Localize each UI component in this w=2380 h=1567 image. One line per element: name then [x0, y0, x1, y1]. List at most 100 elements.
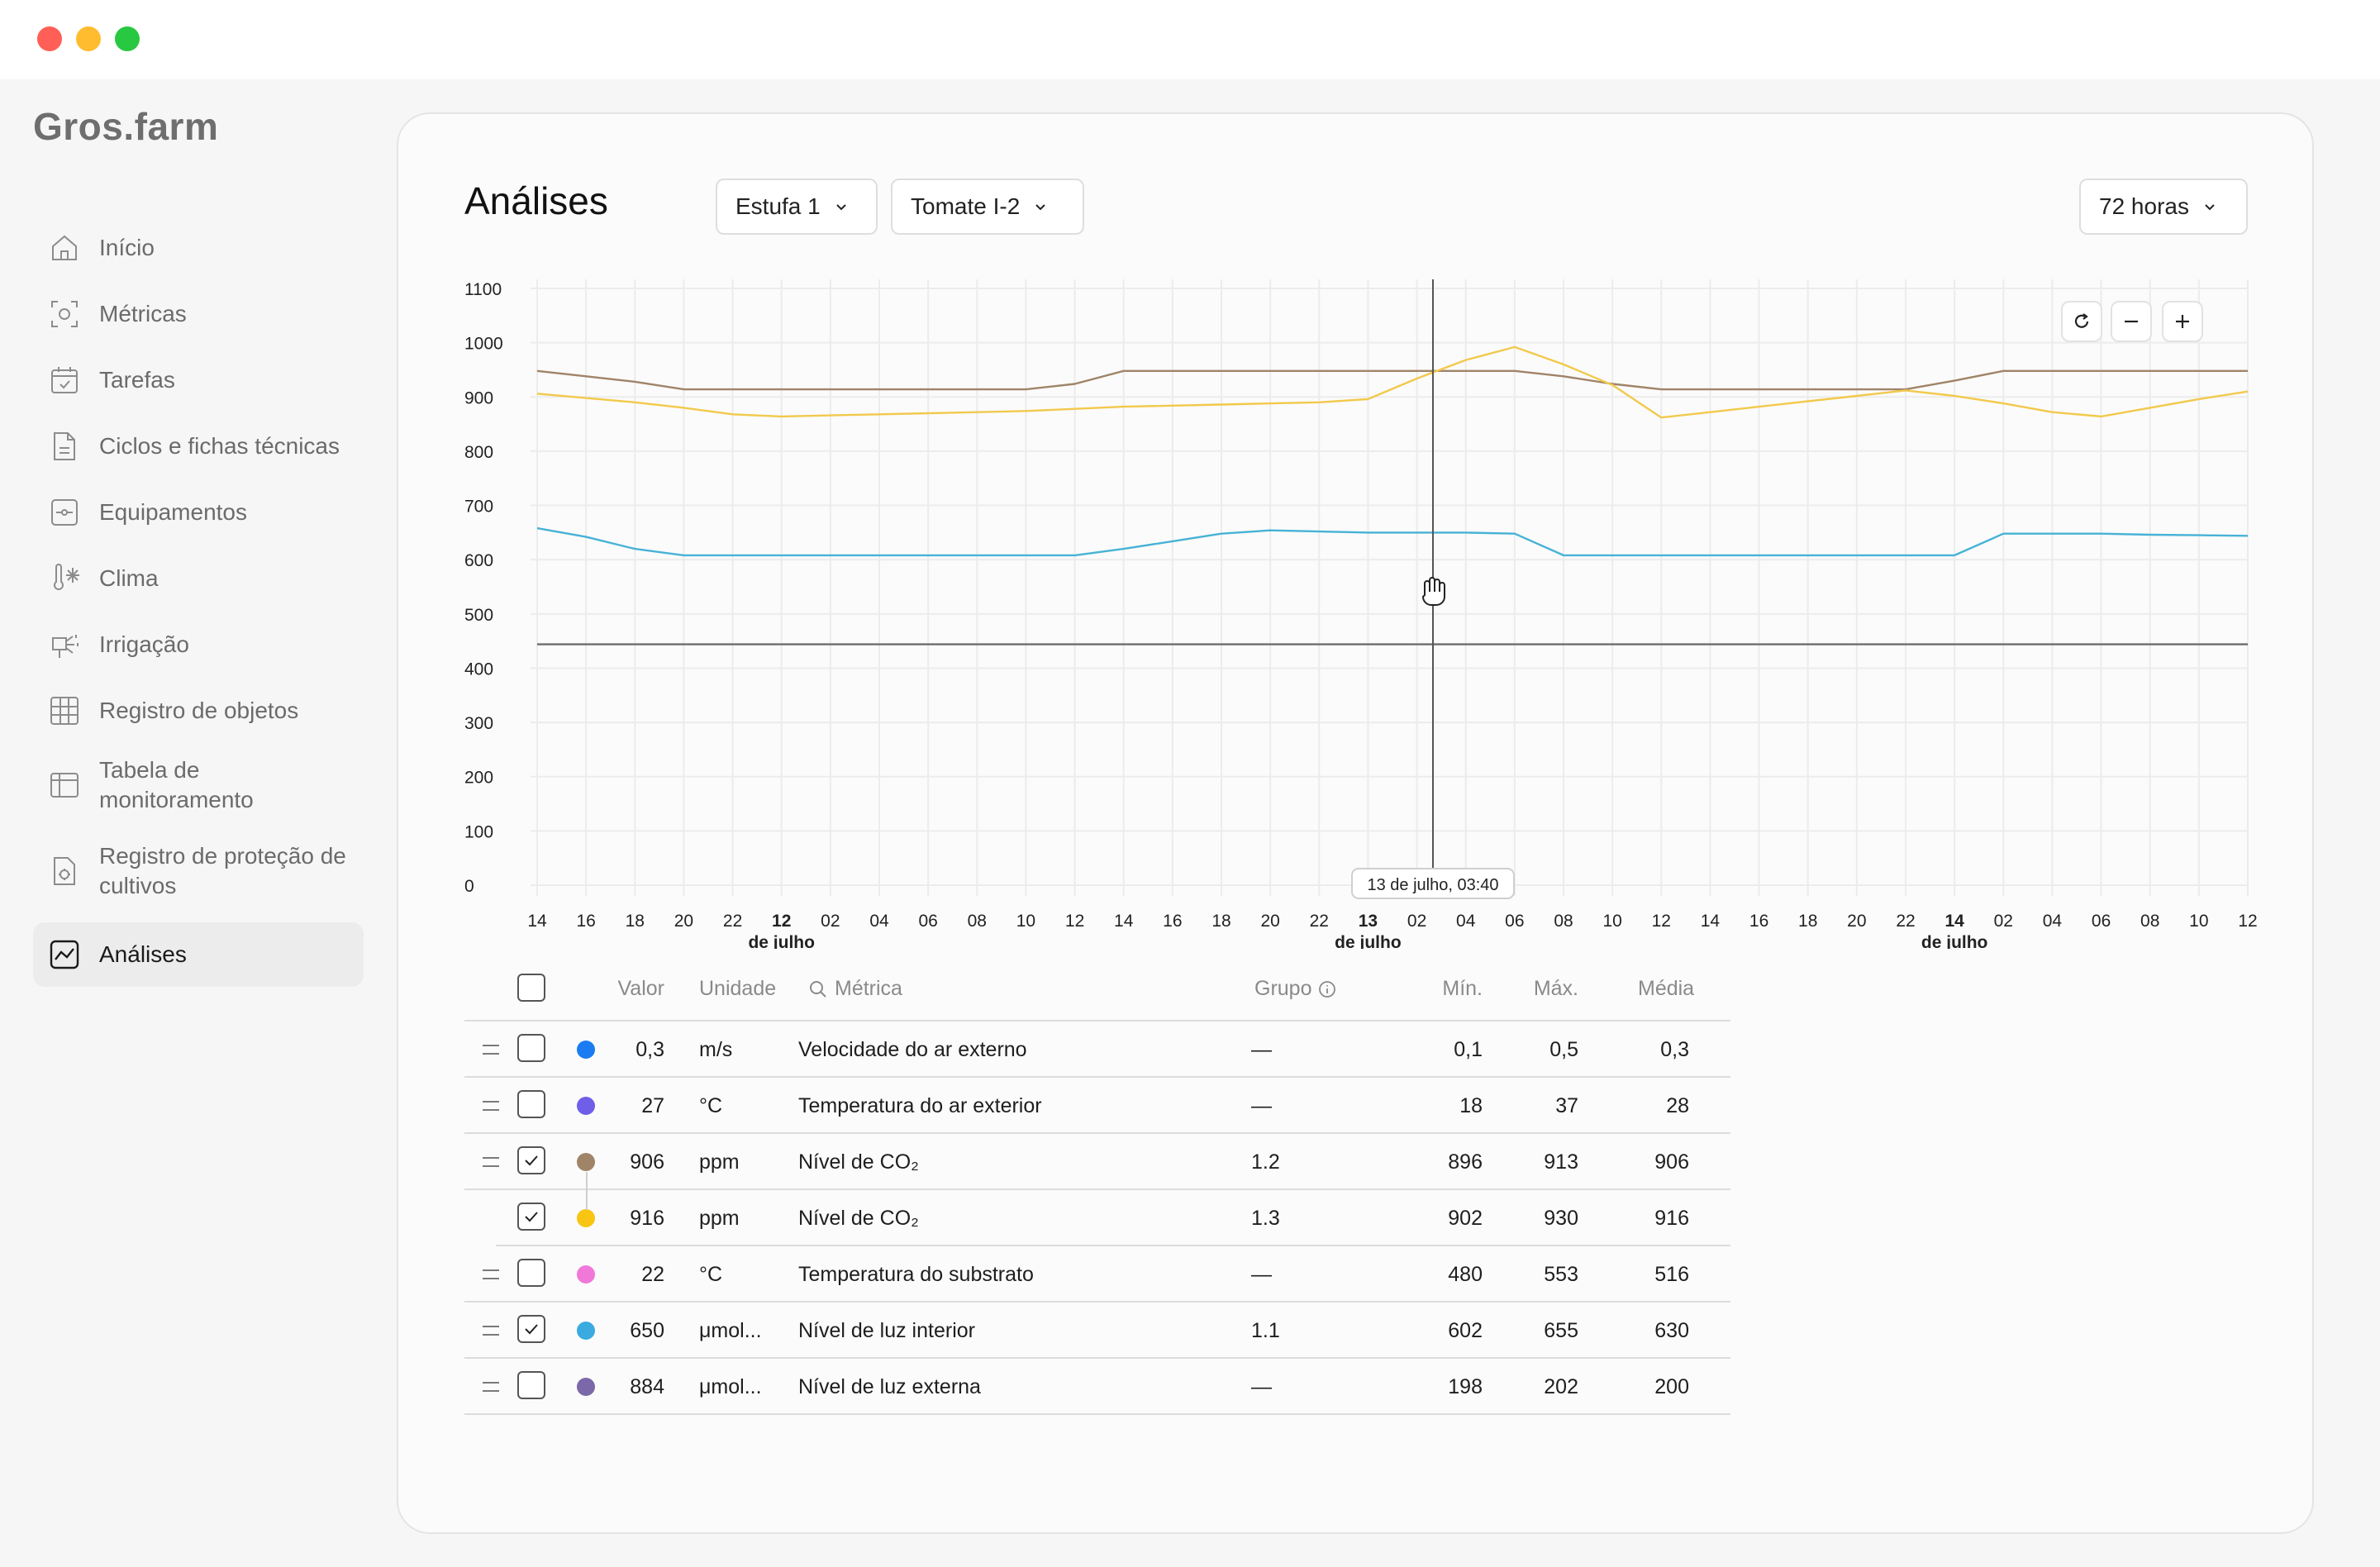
x-tick-label: 18 — [1798, 912, 1817, 931]
table-row[interactable]: 0,3 m/s Velocidade do ar externo — 0,1 0,5 0,3 — [464, 1022, 1730, 1078]
table-row[interactable]: 22 °C Temperatura do substrato — 480 553 516 — [464, 1246, 1730, 1303]
x-tick-label: 02 — [821, 912, 840, 931]
cell-max: 553 — [1544, 1263, 1578, 1286]
zoom-in-button[interactable] — [2162, 301, 2203, 342]
series-line — [536, 369, 2248, 391]
row-checkbox[interactable] — [517, 1090, 545, 1118]
x-tick-label: 12 — [772, 912, 791, 931]
sidebar-item-inicio[interactable]: Início — [33, 223, 364, 273]
row-checkbox[interactable] — [517, 1371, 545, 1399]
select-all-checkbox[interactable] — [517, 974, 545, 1002]
table-row[interactable]: 27 °C Temperatura do ar exterior — 18 37 28 — [464, 1078, 1730, 1134]
cell-max: 0,5 — [1549, 1038, 1578, 1061]
drag-handle-icon[interactable] — [483, 1382, 499, 1392]
info-icon[interactable] — [1318, 980, 1336, 998]
series-line — [536, 345, 2249, 419]
cell-media: 906 — [1654, 1150, 1689, 1174]
series-color-swatch — [577, 1041, 595, 1059]
cell-unidade: °C — [699, 1263, 723, 1286]
row-checkbox[interactable] — [517, 1203, 545, 1231]
climate-icon — [48, 562, 81, 595]
series-color-swatch — [577, 1378, 595, 1396]
row-checkbox[interactable] — [517, 1146, 545, 1174]
cell-grupo: 1.3 — [1251, 1207, 1280, 1230]
y-tick-label: 400 — [464, 660, 493, 679]
sidebar-item-tarefas[interactable]: Tarefas — [33, 355, 364, 405]
greenhouse-select[interactable]: Estufa 1 — [716, 179, 878, 235]
irrigation-icon — [48, 628, 81, 661]
sidebar-item-tabela-monitoramento[interactable]: Tabela de monitoramento — [33, 752, 364, 818]
x-tick-label: 14 — [527, 912, 547, 931]
x-tick-label: 16 — [1163, 912, 1182, 931]
crosshair-tooltip — [1351, 868, 1515, 899]
row-checkbox[interactable] — [517, 1034, 545, 1062]
header-min[interactable]: Mín. — [1442, 977, 1483, 1000]
row-checkbox[interactable] — [517, 1259, 545, 1287]
x-tick-label: 02 — [1994, 912, 2013, 931]
x-tick-label: 20 — [674, 912, 693, 931]
cell-valor: 916 — [630, 1207, 664, 1230]
cell-metrica: Nível de CO₂ — [798, 1150, 919, 1174]
y-tick-label: 0 — [464, 877, 474, 896]
cell-valor: 22 — [641, 1263, 664, 1286]
drag-handle-icon[interactable] — [483, 1269, 499, 1279]
table-row[interactable]: 884 μmol... Nível de luz externa — 198 202 200 — [464, 1359, 1730, 1415]
series-color-swatch — [577, 1097, 595, 1115]
close-window-button[interactable] — [37, 26, 62, 51]
cell-max: 37 — [1555, 1094, 1578, 1117]
row-checkbox[interactable] — [517, 1315, 545, 1343]
header-grupo[interactable]: Grupo — [1254, 977, 1336, 1001]
drag-handle-icon[interactable] — [483, 1101, 499, 1111]
sidebar-item-ciclos[interactable]: Ciclos e fichas técnicas — [33, 422, 364, 471]
sidebar-item-label: Métricas — [99, 301, 187, 326]
drag-handle-icon[interactable] — [483, 1326, 499, 1336]
cell-media: 28 — [1666, 1094, 1689, 1117]
checkmark-icon — [525, 1155, 538, 1166]
crop-select[interactable]: Tomate I-2 — [891, 179, 1084, 235]
sidebar-item-protecao-cultivos[interactable]: Registro de proteção de cultivos — [33, 838, 364, 904]
x-tick-label: 14 — [1114, 912, 1134, 931]
period-select[interactable]: 72 horas — [2079, 179, 2248, 235]
header-max[interactable]: Máx. — [1533, 977, 1578, 1000]
maximize-window-button[interactable] — [115, 26, 140, 51]
header-metrica[interactable]: Métrica — [808, 977, 902, 1001]
sidebar-item-equipamentos[interactable]: Equipamentos — [33, 488, 364, 537]
table-row[interactable]: 906 ppm Nível de CO₂ 1.2 896 913 906 — [464, 1134, 1730, 1190]
table-row[interactable]: 916 ppm Nível de CO₂ 1.3 902 930 916 — [496, 1190, 1730, 1246]
x-tick-label: 13 — [1359, 912, 1378, 931]
chevron-down-icon — [836, 204, 846, 211]
greenhouse-select-value: Estufa 1 — [735, 193, 821, 219]
sidebar-item-metricas[interactable]: Métricas — [33, 289, 364, 339]
minimize-window-button[interactable] — [76, 26, 101, 51]
sidebar-item-irrigacao[interactable]: Irrigação — [33, 620, 364, 669]
cell-max: 913 — [1544, 1150, 1578, 1174]
drag-handle-icon[interactable] — [483, 1157, 499, 1167]
x-tick-label: 04 — [869, 912, 889, 931]
sidebar-item-label: Ciclos e fichas técnicas — [99, 433, 340, 459]
sidebar-item-label: Início — [99, 235, 155, 260]
drag-handle-icon[interactable] — [483, 1045, 499, 1055]
sidebar-item-clima[interactable]: Clima — [33, 554, 364, 603]
grab-cursor-icon — [1421, 577, 1445, 606]
x-tick-label: 20 — [1847, 912, 1866, 931]
cell-min: 0,1 — [1454, 1038, 1483, 1061]
header-valor[interactable]: Valor — [617, 977, 664, 1000]
document-icon — [48, 430, 81, 463]
analytics-icon — [48, 938, 81, 971]
table-icon — [48, 769, 81, 802]
sidebar-item-analises[interactable]: Análises — [33, 922, 364, 987]
header-media[interactable]: Média — [1638, 977, 1695, 1000]
zoom-out-button[interactable] — [2111, 301, 2152, 342]
cell-metrica: Velocidade do ar externo — [798, 1038, 1027, 1061]
x-tick-label: 16 — [1749, 912, 1768, 931]
cell-valor: 27 — [641, 1094, 664, 1117]
series-color-swatch — [577, 1153, 595, 1171]
analytics-line-chart[interactable]: 0 100 200 300 400 500 600 700 800 900 1000 1100 14 16… — [398, 114, 2316, 949]
cell-media: 200 — [1654, 1375, 1689, 1398]
table-row[interactable]: 650 μmol... Nível de luz interior 1.1 602 655… — [464, 1303, 1730, 1359]
metrics-icon — [48, 298, 81, 331]
header-unidade[interactable]: Unidade — [699, 977, 777, 1000]
reset-zoom-button[interactable] — [2061, 301, 2102, 342]
sidebar-item-registro-objetos[interactable]: Registro de objetos — [33, 686, 364, 736]
home-icon — [48, 231, 81, 264]
